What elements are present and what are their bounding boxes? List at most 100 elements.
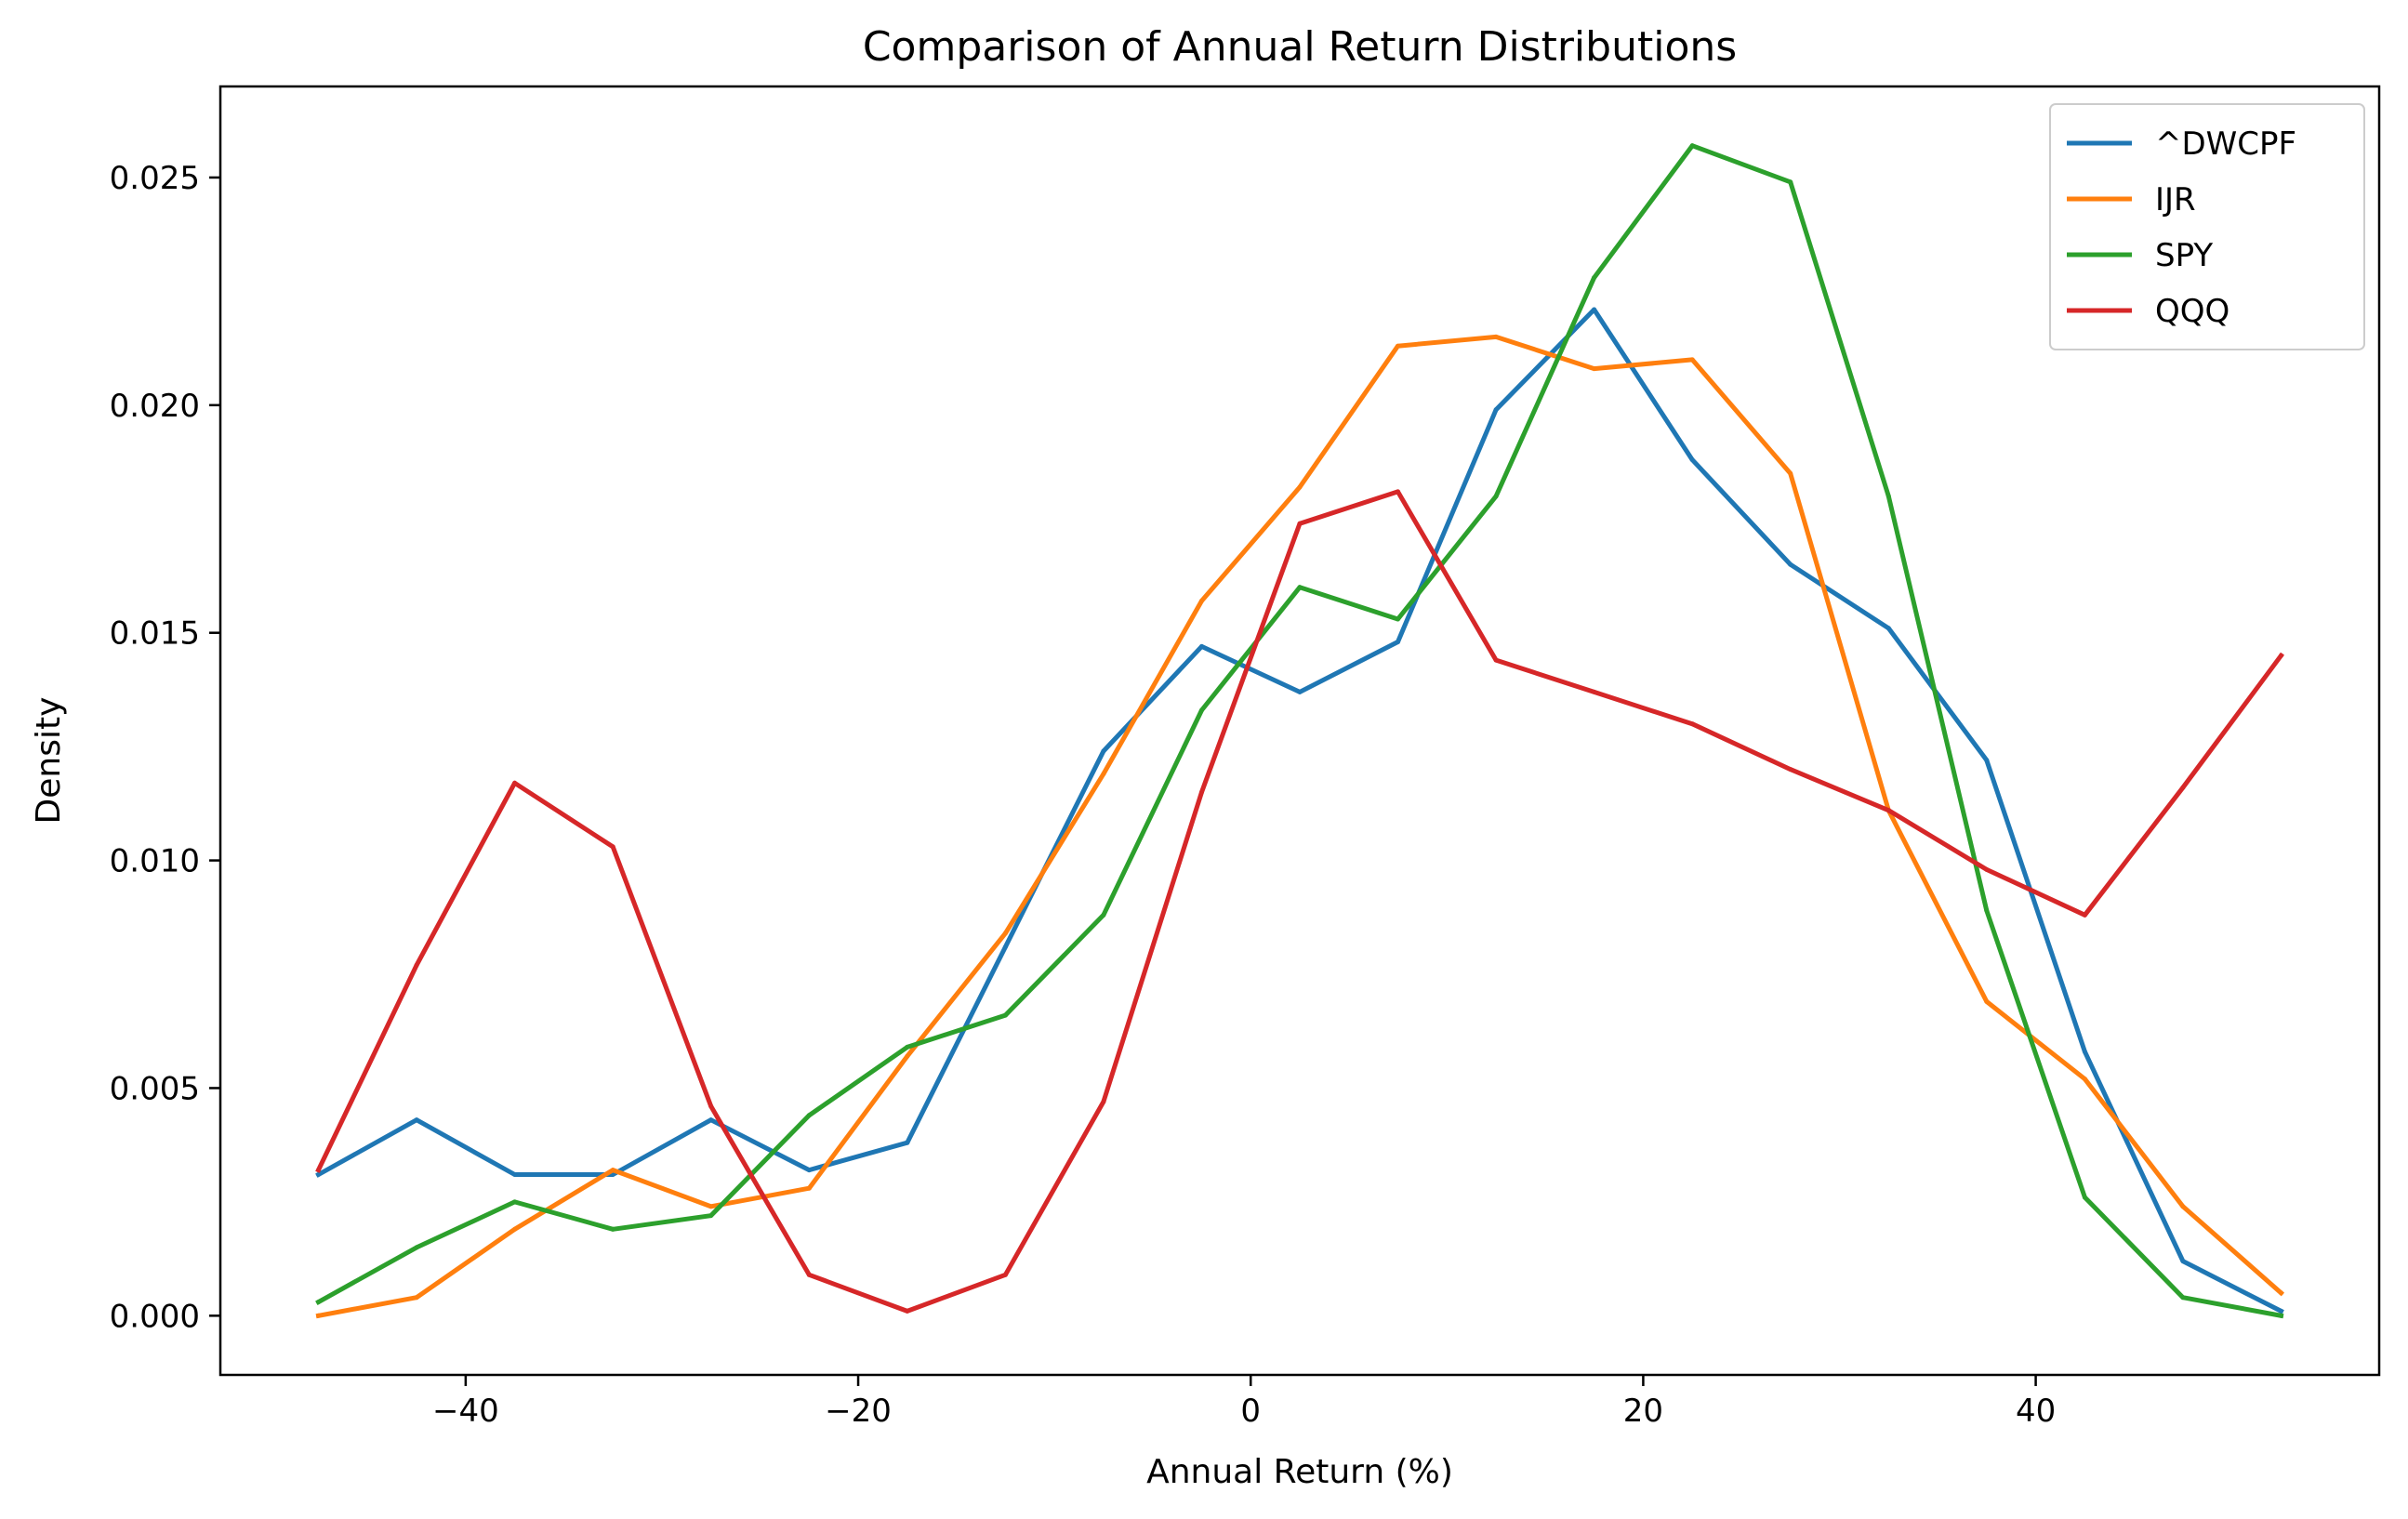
data-point (708, 1117, 714, 1123)
data-point (2180, 1259, 2186, 1264)
data-point (316, 1172, 321, 1177)
y-tick-label: 0.010 (110, 843, 200, 880)
data-point (1493, 407, 1499, 413)
data-point (1984, 998, 1990, 1004)
y-tick-label: 0.025 (110, 160, 200, 197)
data-point (1788, 470, 1793, 476)
data-point (708, 1103, 714, 1109)
data-point (2279, 1290, 2283, 1296)
axes-frame (218, 85, 2381, 1377)
x-tick-label: 0 (1240, 1393, 1261, 1430)
legend-box (2049, 103, 2365, 350)
data-point (512, 1226, 518, 1232)
data-point (1002, 1272, 1008, 1277)
data-point (1101, 912, 1106, 918)
series-line (315, 307, 2284, 1314)
data-point (1689, 457, 1695, 463)
data-point (1396, 616, 1400, 622)
data-point (2279, 1313, 2283, 1318)
data-point (1984, 908, 1990, 913)
x-tick-label: −40 (432, 1393, 499, 1430)
data-point (806, 1185, 812, 1191)
data-point (2082, 1195, 2087, 1200)
legend: ^DWCPF IJR SPY QQQ (2049, 103, 2365, 350)
data-point (1396, 489, 1400, 495)
data-point (1101, 1099, 1106, 1104)
data-point (1689, 357, 1695, 363)
data-point (1788, 561, 1793, 567)
data-point (1199, 598, 1204, 603)
data-point (806, 1168, 812, 1173)
data-point (1689, 721, 1695, 727)
data-point (414, 962, 419, 968)
data-point (2279, 1308, 2283, 1314)
series-2 (315, 143, 2284, 1319)
data-point (1002, 1012, 1008, 1018)
y-tick-label: 0.005 (110, 1070, 200, 1107)
data-point (708, 1213, 714, 1219)
data-point (316, 1313, 321, 1318)
legend-label: IJR (2155, 181, 2196, 218)
data-point (1199, 643, 1204, 649)
data-point (1885, 808, 1891, 813)
data-point (1493, 334, 1499, 339)
x-tick-label: 20 (1623, 1393, 1663, 1430)
data-point (414, 1295, 419, 1301)
y-tick-label: 0.015 (110, 615, 200, 653)
data-point (1885, 494, 1891, 499)
data-point (512, 780, 518, 786)
data-point (1199, 789, 1204, 795)
data-point (1885, 626, 1891, 631)
data-point (610, 844, 615, 850)
data-point (1592, 689, 1597, 694)
x-tick-label: −20 (825, 1393, 892, 1430)
series-1 (315, 334, 2285, 1319)
data-point (2082, 1049, 2087, 1054)
data-point (1396, 640, 1400, 644)
data-point (905, 1140, 910, 1145)
data-point (610, 1168, 615, 1173)
data-point (316, 1168, 321, 1173)
data-point (1493, 657, 1499, 663)
y-axis-label: Density (30, 697, 68, 825)
data-point (1297, 484, 1303, 490)
data-point (1101, 772, 1106, 776)
legend-item: QQQ (2067, 293, 2229, 330)
data-point (1297, 689, 1303, 694)
data-point (1592, 366, 1597, 372)
plot-area (218, 85, 2381, 1377)
data-point (1297, 521, 1303, 526)
y-axis: 0.000 0.005 0.010 0.015 0.020 0.025 (110, 160, 220, 1335)
data-point (1592, 275, 1597, 281)
data-point (708, 1204, 714, 1209)
data-point (316, 1300, 321, 1305)
legend-item: SPY (2067, 237, 2213, 274)
data-point (610, 1226, 615, 1232)
series-3 (315, 489, 2284, 1314)
legend-label: SPY (2155, 237, 2213, 274)
data-point (2180, 785, 2186, 790)
data-point (1788, 767, 1793, 773)
x-tick-label: 40 (2016, 1393, 2056, 1430)
data-point (2279, 653, 2283, 658)
data-point (2180, 1295, 2186, 1301)
legend-item: IJR (2067, 181, 2196, 218)
data-point (905, 1308, 910, 1314)
data-point (1101, 748, 1106, 754)
data-point (806, 1113, 812, 1118)
y-tick-label: 0.020 (110, 388, 200, 425)
chart-title: Comparison of Annual Return Distribution… (863, 23, 1737, 71)
legend-label: QQQ (2155, 293, 2229, 330)
legend-item: ^DWCPF (2067, 125, 2296, 163)
data-point (1984, 758, 1990, 763)
data-point (1002, 944, 1008, 950)
data-point (512, 1199, 518, 1205)
data-point (1199, 707, 1204, 713)
x-axis-label: Annual Return (%) (1146, 1453, 1453, 1491)
data-point (2082, 1077, 2087, 1082)
data-point (1396, 343, 1400, 349)
series-0 (315, 307, 2284, 1314)
data-point (1002, 931, 1008, 936)
legend-label: ^DWCPF (2155, 125, 2296, 163)
